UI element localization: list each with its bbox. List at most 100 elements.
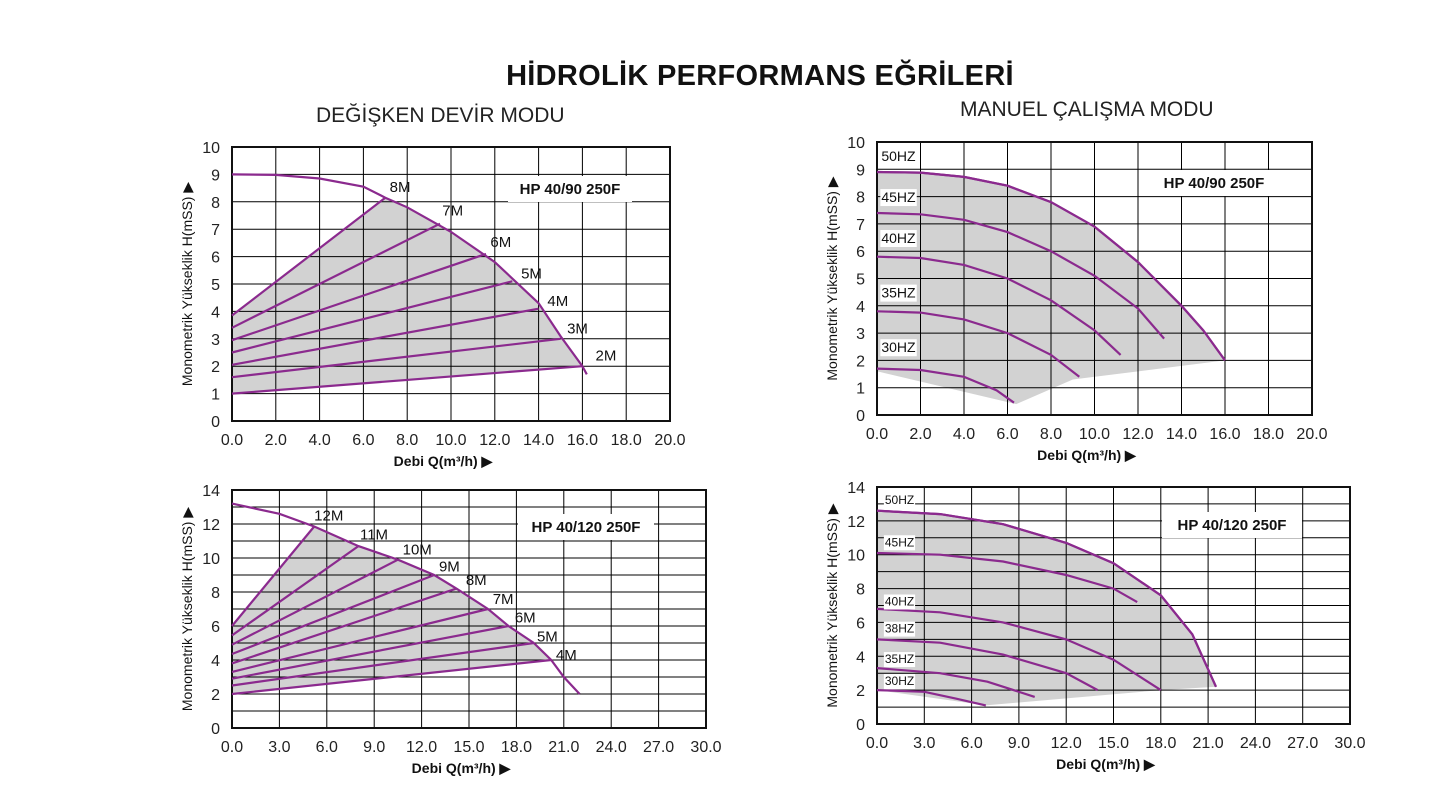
model-label-bg xyxy=(1162,512,1302,538)
y-tick-label: 4 xyxy=(856,299,865,316)
x-tick-label: 27.0 xyxy=(643,739,674,756)
model-label: HP 40/120 250F xyxy=(532,519,641,536)
model-label-bg xyxy=(508,176,632,202)
series-label-45hz: 45HZ xyxy=(885,535,914,549)
y-tick-label: 10 xyxy=(847,135,865,152)
series-curve-45hz xyxy=(876,211,1165,340)
model-label: HP 40/90 250F xyxy=(1164,175,1265,192)
x-tick-label: 15.0 xyxy=(453,739,484,756)
series-label-5m: 5M xyxy=(537,628,558,645)
x-axis-label: Debi Q(m³/h) ▶ xyxy=(412,760,512,776)
x-tick-label: 15.0 xyxy=(1098,735,1129,752)
y-tick-label: 0 xyxy=(211,721,220,738)
series-label-7m: 7M xyxy=(442,203,463,220)
y-tick-label: 6 xyxy=(856,615,865,632)
series-label-bg xyxy=(880,189,917,207)
y-tick-label: 8 xyxy=(856,582,865,599)
y-tick-label: 8 xyxy=(211,585,220,602)
chart-hp-40-120-manual: HP 40/120 250F 50HZ 45HZ 40HZ 38HZ 35HZ 30HZ 0.… xyxy=(824,480,1366,772)
y-tick-label: 7 xyxy=(211,222,220,239)
series-curve-3m xyxy=(231,337,561,379)
y-tick-label: 7 xyxy=(856,217,865,234)
x-tick-label: 16.0 xyxy=(567,432,598,449)
y-tick-label: 3 xyxy=(211,332,220,349)
series-label-35hz: 35HZ xyxy=(881,285,916,301)
manual-mode-title: MANUEL ÇALIŞMA MODU xyxy=(960,98,1214,121)
x-tick-label: 10.0 xyxy=(435,432,466,449)
x-tick-label: 18.0 xyxy=(611,432,642,449)
x-tick-label: 18.0 xyxy=(1253,426,1284,443)
series-label-2m: 2M xyxy=(596,348,617,365)
series-label-50hz: 50HZ xyxy=(885,493,914,507)
series-label-bg xyxy=(880,230,917,248)
series-curve-40hz xyxy=(876,255,1122,356)
y-tick-label: 5 xyxy=(211,277,220,294)
x-tick-label: 14.0 xyxy=(523,432,554,449)
x-tick-label: 24.0 xyxy=(596,739,627,756)
x-tick-label: 24.0 xyxy=(1240,735,1271,752)
series-label-5m: 5M xyxy=(521,266,542,283)
series-curve-35hz xyxy=(876,310,1080,378)
series-label-3m: 3M xyxy=(567,320,588,337)
x-axis-label: Debi Q(m³/h) ▶ xyxy=(394,453,494,469)
series-label-bg xyxy=(880,284,917,302)
series-label-8m: 8M xyxy=(466,572,487,589)
x-tick-label: 0.0 xyxy=(866,426,888,443)
x-axis-label: Debi Q(m³/h) ▶ xyxy=(1056,756,1156,772)
x-axis-label: Debi Q(m³/h) ▶ xyxy=(1037,447,1137,463)
x-tick-label: 0.0 xyxy=(221,739,243,756)
y-tick-label: 2 xyxy=(856,683,865,700)
x-tick-label: 2.0 xyxy=(909,426,931,443)
series-label-bg xyxy=(883,674,916,690)
series-label-9m: 9M xyxy=(439,559,460,576)
series-label-bg xyxy=(880,339,917,357)
series-label-4m: 4M xyxy=(556,647,577,664)
x-tick-label: 20.0 xyxy=(1296,426,1327,443)
x-tick-label: 6.0 xyxy=(996,426,1018,443)
series-label-6m: 6M xyxy=(490,234,511,251)
series-curve-4m xyxy=(231,658,552,696)
y-tick-label: 12 xyxy=(202,517,220,534)
x-tick-label: 9.0 xyxy=(363,739,385,756)
x-tick-label: 18.0 xyxy=(501,739,532,756)
y-tick-label: 2 xyxy=(211,687,220,704)
series-label-45hz: 45HZ xyxy=(881,189,916,205)
x-tick-label: 16.0 xyxy=(1209,426,1240,443)
y-tick-label: 9 xyxy=(856,162,865,179)
x-tick-label: 12.0 xyxy=(1122,426,1153,443)
series-curve-8m xyxy=(231,196,386,317)
y-tick-label: 3 xyxy=(856,326,865,343)
series-label-12m: 12M xyxy=(314,508,343,525)
y-tick-label: 4 xyxy=(211,304,220,321)
x-tick-label: 0.0 xyxy=(221,432,243,449)
y-axis-label: Monometrik Yükseklik H(mSS) ▶ xyxy=(179,507,195,711)
series-curve-5m xyxy=(231,641,534,687)
series-label-40hz: 40HZ xyxy=(885,595,914,609)
series-label-8m: 8M xyxy=(390,179,411,196)
series-curve-6m xyxy=(231,252,487,342)
series-label-bg xyxy=(883,652,916,668)
x-tick-label: 6.0 xyxy=(960,735,982,752)
x-tick-label: 20.0 xyxy=(654,432,685,449)
series-curve-50hz xyxy=(876,509,1218,688)
series-label-bg xyxy=(883,621,916,637)
y-tick-label: 10 xyxy=(202,551,220,568)
y-tick-label: 6 xyxy=(211,250,220,267)
x-tick-label: 3.0 xyxy=(913,735,935,752)
series-label-11m: 11M xyxy=(360,526,388,543)
chart-hp-40-90-manual: HP 40/90 250F 50HZ 45HZ 40HZ 35HZ 30HZ 0.0 2.0 4… xyxy=(824,135,1328,463)
y-tick-label: 0 xyxy=(211,414,220,431)
y-tick-label: 2 xyxy=(211,359,220,376)
variable-speed-mode-title: DEĞİŞKEN DEVİR MODU xyxy=(316,104,565,127)
model-label: HP 40/90 250F xyxy=(520,181,621,198)
y-axis-label: Monometrik Yükseklik H(mSS) ▶ xyxy=(824,503,840,707)
series-curve-4m xyxy=(231,307,539,366)
series-curve-38hz xyxy=(876,638,1099,692)
series-label-bg xyxy=(883,594,916,610)
y-tick-label: 14 xyxy=(847,480,865,497)
series-curve-7m xyxy=(231,607,489,673)
series-curve-10m xyxy=(231,558,399,646)
series-curve-12m xyxy=(231,525,316,627)
